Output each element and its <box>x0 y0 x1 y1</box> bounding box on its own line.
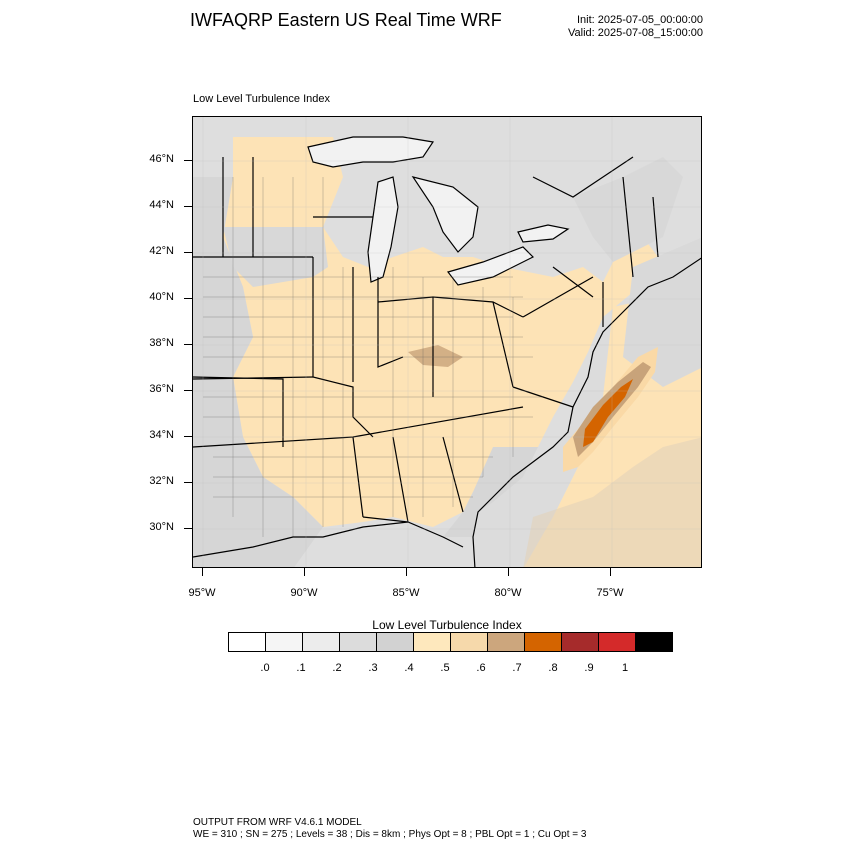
moderate-turbulence-region <box>223 137 658 527</box>
lat-label-44n: 44°N <box>149 199 174 211</box>
lat-tick <box>184 436 192 437</box>
color-legend-bar <box>228 632 673 652</box>
legend-tick-label: .3 <box>368 662 378 674</box>
legend-swatch <box>266 633 303 651</box>
lon-tick <box>406 568 407 576</box>
lon-label-80w: 80°W <box>494 587 522 599</box>
main-title: IWFAQRP Eastern US Real Time WRF <box>190 10 502 30</box>
lat-tick <box>184 528 192 529</box>
lon-label-75w: 75°W <box>596 587 624 599</box>
lat-label-34n: 34°N <box>149 429 174 441</box>
legend-swatch <box>599 633 636 651</box>
lat-label-38n: 38°N <box>149 337 174 349</box>
low-turbulence-southeast <box>443 447 538 537</box>
legend-swatch <box>488 633 525 651</box>
model-config-line: WE = 310 ; SN = 275 ; Levels = 38 ; Dis … <box>193 829 587 840</box>
legend-tick-label: .8 <box>548 662 558 674</box>
lake-erie <box>446 246 535 286</box>
legend-tick-label: .5 <box>440 662 450 674</box>
lat-tick <box>184 160 192 161</box>
legend-tick-label: .6 <box>476 662 486 674</box>
legend-tick-label: .0 <box>260 662 270 674</box>
state-boundaries <box>193 156 659 523</box>
valid-time: Valid: 2025-07-08_15:00:00 <box>568 27 703 39</box>
lon-label-85w: 85°W <box>392 587 420 599</box>
low-turbulence-northeast <box>573 157 683 262</box>
lon-tick <box>610 568 611 576</box>
lat-tick <box>184 298 192 299</box>
lat-label-32n: 32°N <box>149 475 174 487</box>
graticule <box>193 117 701 567</box>
lat-label-46n: 46°N <box>149 153 174 165</box>
legend-swatch <box>451 633 488 651</box>
lat-tick <box>184 252 192 253</box>
county-grid <box>203 177 543 537</box>
legend-tick-label: .2 <box>332 662 342 674</box>
turbulence-map <box>193 117 701 567</box>
lat-label-30n: 30°N <box>149 521 174 533</box>
legend-swatch <box>636 633 672 651</box>
lake-ontario <box>517 224 570 243</box>
legend-tick-label: .1 <box>296 662 306 674</box>
legend-swatch <box>340 633 377 651</box>
legend-tick-label: .4 <box>404 662 414 674</box>
legend-swatch <box>229 633 266 651</box>
map-panel <box>192 116 702 568</box>
init-time: Init: 2025-07-05_00:00:00 <box>577 14 703 26</box>
low-turbulence-west <box>193 177 253 447</box>
lat-label-36n: 36°N <box>149 383 174 395</box>
model-info-line: OUTPUT FROM WRF V4.6.1 MODEL <box>193 817 362 828</box>
lat-tick <box>184 344 192 345</box>
legend-title: Low Level Turbulence Index <box>372 618 522 632</box>
legend-swatch <box>525 633 562 651</box>
lat-tick <box>184 482 192 483</box>
legend-swatch <box>377 633 414 651</box>
legend-swatch <box>303 633 340 651</box>
gulf-coastline <box>193 521 464 558</box>
lat-tick <box>184 390 192 391</box>
low-turbulence-southwest <box>193 437 323 567</box>
atlantic-coastline <box>472 257 701 567</box>
lat-label-42n: 42°N <box>149 245 174 257</box>
legend-swatch <box>562 633 599 651</box>
plot-title: Low Level Turbulence Index <box>193 93 330 105</box>
lon-tick <box>202 568 203 576</box>
lon-label-95w: 95°W <box>188 587 216 599</box>
legend-swatch <box>414 633 451 651</box>
lon-tick <box>508 568 509 576</box>
lake-huron <box>411 176 479 253</box>
lon-label-90w: 90°W <box>290 587 318 599</box>
legend-tick-label: 1 <box>621 662 629 674</box>
lat-tick <box>184 206 192 207</box>
legend-tick-label: .9 <box>584 662 594 674</box>
lat-label-40n: 40°N <box>149 291 174 303</box>
lon-tick <box>304 568 305 576</box>
offshore-gray-area <box>623 237 701 387</box>
ridge-mid-turbulence <box>408 345 463 367</box>
legend-tick-label: .7 <box>512 662 522 674</box>
turbulence-plume-core <box>583 379 633 447</box>
